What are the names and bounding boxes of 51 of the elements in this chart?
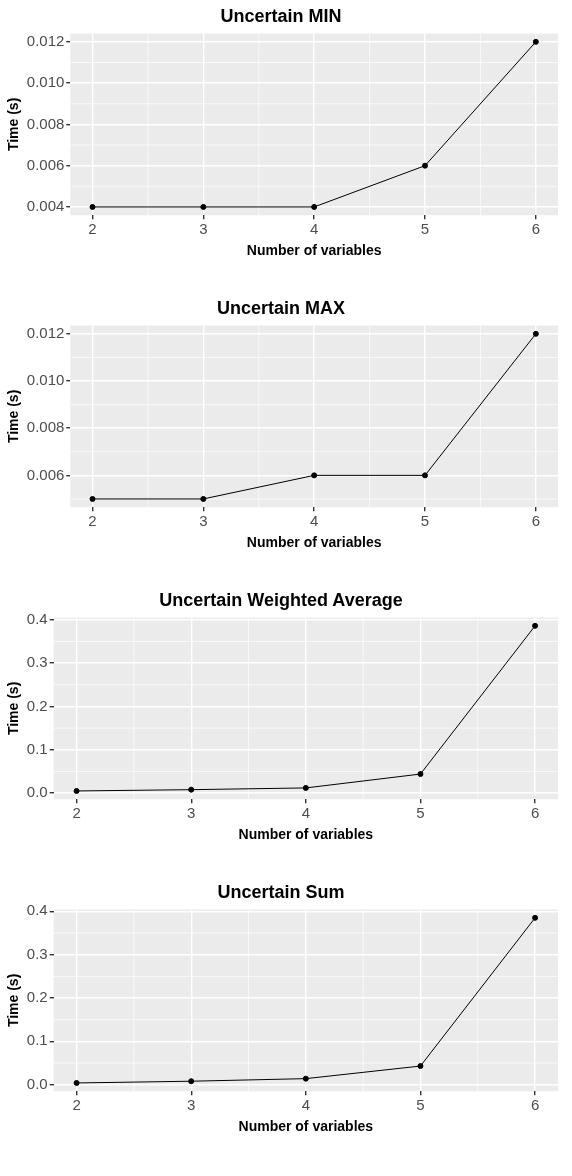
y-tick-label: 0.2 bbox=[26, 696, 48, 714]
x-tick-label: 3 bbox=[199, 512, 208, 530]
x-tick-label: 4 bbox=[301, 1096, 310, 1114]
x-tick-label: 5 bbox=[416, 1096, 425, 1114]
y-tick-label: 0.1 bbox=[26, 1031, 48, 1049]
x-tick-label: 5 bbox=[420, 512, 430, 530]
x-tick-label: 4 bbox=[310, 220, 319, 238]
y-tick-label: 0.010 bbox=[26, 73, 65, 91]
y-tick-label: 0.4 bbox=[26, 901, 48, 919]
y-tick-label: 0.012 bbox=[26, 32, 65, 49]
y-tick-label: 0.010 bbox=[26, 371, 65, 389]
y-tick-label: 0.006 bbox=[26, 465, 65, 483]
x-tick-label: 3 bbox=[187, 804, 196, 822]
chart-title: Uncertain Sum bbox=[217, 881, 345, 902]
x-tick-label: 2 bbox=[72, 1096, 81, 1114]
x-tick-label: 4 bbox=[301, 804, 310, 822]
x-tick-label: 3 bbox=[199, 220, 208, 238]
x-axis-title: Number of variables bbox=[238, 1118, 374, 1135]
y-tick-label: 0.0 bbox=[26, 1074, 48, 1092]
y-tick-label: 0.3 bbox=[26, 944, 48, 962]
y-tick-label: 0.008 bbox=[26, 114, 65, 132]
y-axis-title: Time (s) bbox=[5, 97, 22, 152]
chart-title: Uncertain MIN bbox=[220, 5, 342, 26]
chart-title: Uncertain MAX bbox=[216, 297, 346, 318]
x-tick-label: 6 bbox=[531, 512, 541, 530]
x-tick-label: 2 bbox=[88, 512, 97, 530]
x-tick-label: 2 bbox=[88, 220, 97, 238]
y-tick-label: 0.004 bbox=[26, 197, 65, 215]
x-tick-label: 6 bbox=[530, 804, 540, 822]
y-tick-label: 0.008 bbox=[26, 418, 65, 436]
y-tick-label: 0.0 bbox=[26, 783, 48, 801]
y-tick-label: 0.4 bbox=[26, 609, 48, 627]
chart-title: Uncertain Weighted Average bbox=[159, 589, 403, 610]
y-tick-label: 0.006 bbox=[26, 155, 65, 173]
y-tick-label: 0.1 bbox=[26, 739, 48, 757]
y-tick-label: 0.2 bbox=[26, 988, 48, 1006]
y-tick-label: 0.3 bbox=[26, 653, 48, 671]
x-tick-label: 5 bbox=[420, 220, 430, 238]
x-tick-label: 4 bbox=[310, 512, 319, 530]
x-tick-label: 5 bbox=[416, 804, 425, 822]
x-tick-label: 3 bbox=[187, 1096, 196, 1114]
y-axis-title: Time (s) bbox=[5, 389, 22, 444]
x-axis-title: Number of variables bbox=[238, 826, 374, 843]
y-axis-title: Time (s) bbox=[5, 681, 22, 736]
y-axis-title: Time (s) bbox=[5, 973, 22, 1028]
y-tick-label: 0.012 bbox=[26, 324, 65, 341]
x-axis-title: Number of variables bbox=[246, 534, 382, 551]
x-tick-label: 2 bbox=[72, 804, 81, 822]
x-tick-label: 6 bbox=[531, 220, 541, 238]
x-tick-label: 6 bbox=[530, 1096, 540, 1114]
x-axis-title: Number of variables bbox=[246, 242, 382, 259]
